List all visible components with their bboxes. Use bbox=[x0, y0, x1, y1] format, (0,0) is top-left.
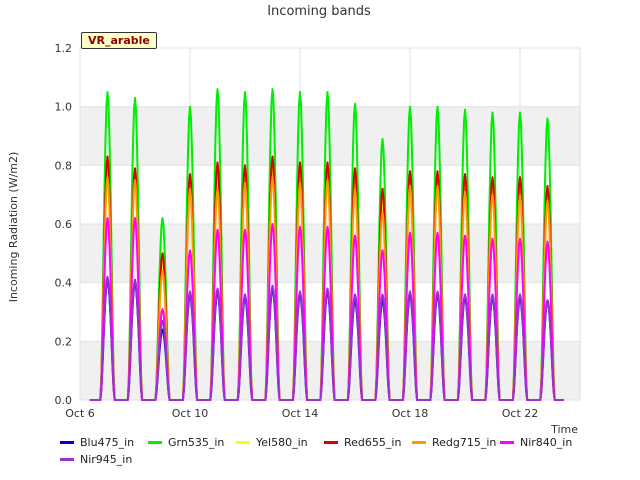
legend-swatch bbox=[60, 441, 74, 444]
x-tick-label: Oct 22 bbox=[502, 407, 539, 420]
legend-swatch bbox=[500, 441, 514, 444]
site-badge: VR_arable bbox=[81, 32, 157, 49]
y-tick-label: 0.2 bbox=[55, 335, 73, 348]
legend-item-grn535_in: Grn535_in bbox=[148, 436, 224, 449]
series-line-nir945_in bbox=[89, 275, 564, 401]
x-axis: Oct 6 Oct 10 Oct 14 Oct 18 Oct 22 bbox=[65, 407, 538, 420]
legend-label: Blu475_in bbox=[80, 436, 135, 449]
chart-title: Incoming bands bbox=[267, 4, 371, 19]
legend-label: Redg715_in bbox=[432, 436, 497, 449]
legend-label: Nir840_in bbox=[520, 436, 573, 449]
legend-item-blu475_in: Blu475_in bbox=[60, 436, 134, 449]
legend-swatch bbox=[236, 441, 250, 444]
legend-label: Yel580_in bbox=[256, 436, 308, 449]
legend-swatch bbox=[412, 441, 426, 444]
y-tick-label: 0.6 bbox=[55, 218, 73, 231]
legend-item-nir840_in: Nir840_in bbox=[500, 436, 572, 449]
y-tick-label: 0.0 bbox=[55, 394, 73, 407]
legend-swatch bbox=[148, 441, 162, 444]
x-tick-label: Oct 14 bbox=[282, 407, 319, 420]
legend-label: Grn535_in bbox=[168, 436, 225, 449]
x-tick-label: Oct 10 bbox=[172, 407, 209, 420]
legend-swatch bbox=[324, 441, 338, 444]
legend-item-red655_in: Red655_in bbox=[324, 436, 401, 449]
plot-band bbox=[80, 48, 580, 107]
y-tick-label: 0.4 bbox=[55, 277, 73, 290]
series-layer bbox=[89, 88, 564, 401]
x-tick-label: Oct 18 bbox=[392, 407, 429, 420]
x-tick-label: Oct 6 bbox=[65, 407, 95, 420]
y-tick-label: 1.2 bbox=[55, 42, 73, 55]
legend-swatch bbox=[60, 458, 74, 461]
y-tick-label: 0.8 bbox=[55, 159, 73, 172]
y-axis-label: Incoming Radiation (W/m2) bbox=[7, 152, 20, 303]
legend-item-yel580_in: Yel580_in bbox=[236, 436, 308, 449]
legend-item-nir945_in: Nir945_in bbox=[60, 453, 132, 466]
legend-label: Nir945_in bbox=[80, 453, 133, 466]
legend-label: Red655_in bbox=[344, 436, 402, 449]
legend-item-redg715_in: Redg715_in bbox=[412, 436, 496, 449]
y-axis: 0.0 0.2 0.4 0.6 0.8 1.0 1.2 bbox=[55, 42, 73, 407]
y-tick-label: 1.0 bbox=[55, 101, 73, 114]
x-axis-label: Time bbox=[550, 423, 578, 436]
